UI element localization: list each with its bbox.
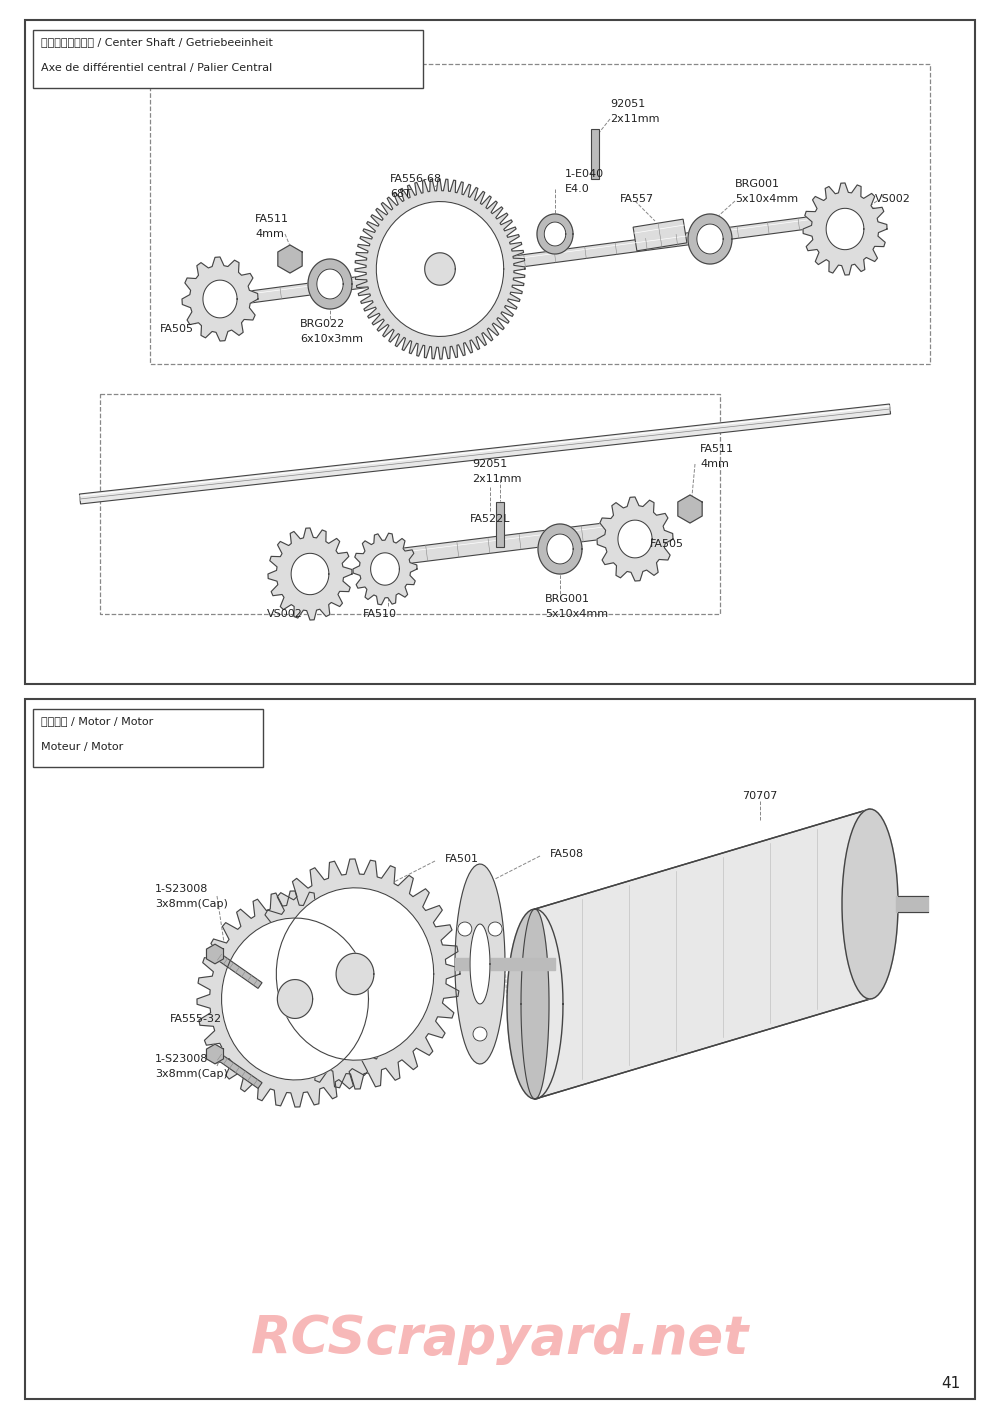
Text: 6x10x3mm: 6x10x3mm [300,334,363,344]
Text: FA510: FA510 [363,609,397,619]
Text: FA501: FA501 [445,854,479,864]
Text: 1-E040: 1-E040 [565,170,604,180]
Polygon shape [317,269,343,298]
Text: FA555-32: FA555-32 [170,1014,222,1024]
Text: モーター / Motor / Motor: モーター / Motor / Motor [41,715,153,725]
Text: 4mm: 4mm [700,460,729,469]
Text: BRG001: BRG001 [545,594,590,604]
Polygon shape [633,219,687,250]
Text: RCScrapyard.net: RCScrapyard.net [251,1314,749,1365]
Text: 4mm: 4mm [255,229,284,239]
Text: BRG022: BRG022 [300,320,345,329]
Text: FA557: FA557 [620,194,654,204]
Polygon shape [308,259,352,310]
Polygon shape [544,222,566,246]
FancyBboxPatch shape [33,30,423,88]
Text: FA508: FA508 [550,848,584,858]
Polygon shape [697,223,723,255]
Text: BRG001: BRG001 [735,180,780,189]
Text: 2x11mm: 2x11mm [610,115,660,124]
Polygon shape [213,1051,262,1089]
FancyBboxPatch shape [33,708,263,766]
FancyBboxPatch shape [591,129,599,180]
Text: 5x10x4mm: 5x10x4mm [545,609,608,619]
Text: 92051: 92051 [610,99,645,109]
Polygon shape [425,253,455,286]
Polygon shape [535,809,870,1099]
Polygon shape [268,527,352,619]
Polygon shape [197,891,393,1107]
Text: 3x8mm(Cap): 3x8mm(Cap) [155,899,228,909]
Polygon shape [353,533,417,605]
Polygon shape [597,496,673,581]
Circle shape [458,922,472,936]
Polygon shape [278,245,302,273]
Polygon shape [688,214,732,264]
Polygon shape [277,980,313,1018]
Polygon shape [336,953,374,994]
Polygon shape [376,202,504,337]
Polygon shape [207,945,223,964]
Text: FA556-68: FA556-68 [390,174,442,184]
Polygon shape [678,495,702,523]
Text: センターシャフト / Center Shaft / Getriebeeinheit: センターシャフト / Center Shaft / Getriebeeinhei… [41,37,273,47]
Polygon shape [455,864,505,1063]
Polygon shape [234,208,876,305]
Polygon shape [538,525,582,574]
Polygon shape [182,257,258,341]
Polygon shape [507,909,563,1099]
Polygon shape [896,896,928,912]
Polygon shape [379,516,661,567]
Polygon shape [291,553,329,595]
Text: Moteur / Motor: Moteur / Motor [41,742,123,752]
Polygon shape [79,404,891,503]
FancyBboxPatch shape [496,502,504,546]
Polygon shape [371,553,399,585]
Text: FA511: FA511 [700,444,734,454]
Text: VS002: VS002 [875,194,911,204]
Text: 41: 41 [941,1376,960,1391]
Text: 1-S23008: 1-S23008 [155,1053,208,1063]
Circle shape [488,922,502,936]
Polygon shape [535,809,870,1099]
Polygon shape [203,280,237,318]
Text: FA505: FA505 [650,539,684,549]
Polygon shape [842,809,898,1000]
Polygon shape [276,888,434,1060]
Polygon shape [213,952,262,988]
Text: E4.0: E4.0 [565,184,590,194]
Polygon shape [207,1044,223,1063]
Polygon shape [537,214,573,255]
Text: 5x10x4mm: 5x10x4mm [735,194,798,204]
Polygon shape [25,699,975,1398]
Polygon shape [25,20,975,684]
Polygon shape [521,909,549,1099]
Text: 1-S23008: 1-S23008 [155,884,208,894]
Text: FA505: FA505 [160,324,194,334]
Polygon shape [222,918,368,1080]
Polygon shape [842,809,898,998]
Polygon shape [470,923,490,1004]
Text: Axe de différentiel central / Palier Central: Axe de différentiel central / Palier Cen… [41,64,272,74]
Text: 2x11mm: 2x11mm [472,474,522,484]
Text: FA522L: FA522L [470,515,510,525]
Polygon shape [803,182,887,274]
Polygon shape [826,208,864,250]
Polygon shape [250,858,460,1089]
Polygon shape [547,534,573,564]
Text: 68T: 68T [390,189,411,199]
Polygon shape [455,959,555,970]
Text: VS002: VS002 [267,609,303,619]
Polygon shape [355,180,525,359]
Circle shape [473,1027,487,1041]
Text: FA511: FA511 [255,214,289,223]
Text: 3x8mm(Cap): 3x8mm(Cap) [155,1069,228,1079]
Text: 70707: 70707 [742,790,778,800]
Polygon shape [618,520,652,559]
Text: 92051: 92051 [472,460,507,469]
